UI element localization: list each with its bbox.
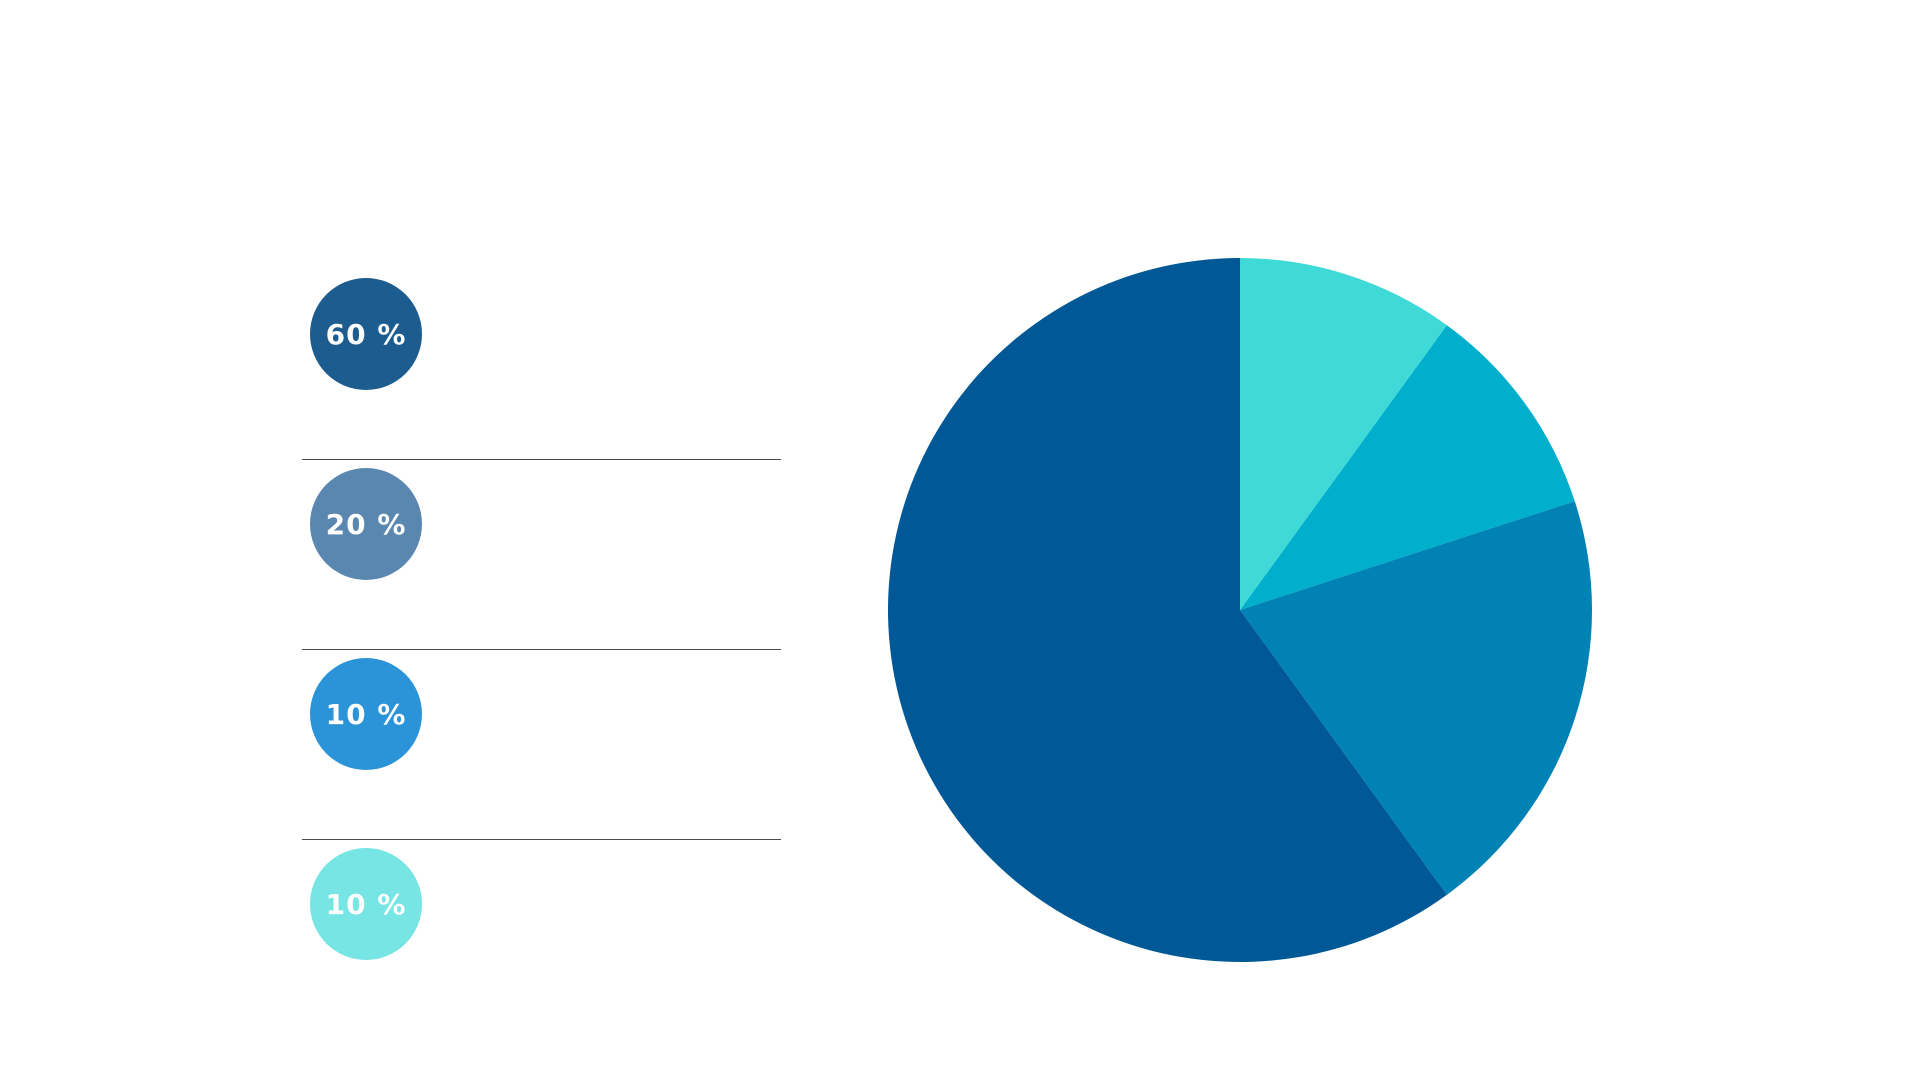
percent-badge-60: 60 % (310, 278, 422, 390)
legend-divider (302, 649, 781, 650)
legend-divider (302, 459, 781, 460)
legend-divider (302, 839, 781, 840)
pie-slice-2 (1240, 325, 1575, 610)
percent-badge-10-a: 10 % (310, 658, 422, 770)
legend: 60 % 20 % 10 % 10 % (302, 270, 781, 990)
percent-badge-20: 20 % (310, 468, 422, 580)
legend-item-1: 60 % (302, 270, 781, 460)
legend-item-4: 10 % (302, 840, 781, 990)
pie-slice-4 (887, 258, 1447, 962)
pie-slice-3 (1240, 501, 1592, 895)
pie-slice-1 (1240, 258, 1447, 610)
legend-item-2: 20 % (302, 460, 781, 650)
percent-badge-10-b: 10 % (310, 848, 422, 960)
pie-chart (887, 258, 1592, 962)
legend-item-3: 10 % (302, 650, 781, 840)
